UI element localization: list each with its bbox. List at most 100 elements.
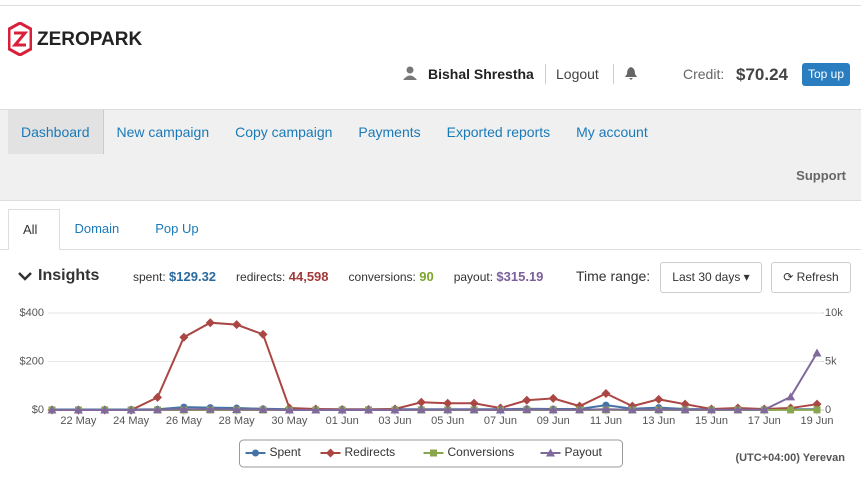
stat-value: 44,598 bbox=[288, 269, 329, 284]
point bbox=[469, 405, 479, 414]
point bbox=[548, 405, 558, 414]
point bbox=[443, 405, 453, 414]
point bbox=[252, 449, 259, 457]
point bbox=[126, 405, 136, 414]
x-tick-label: 09 Jun bbox=[537, 415, 570, 427]
point bbox=[680, 399, 690, 409]
nav-item[interactable]: Copy campaign bbox=[235, 124, 333, 140]
point bbox=[205, 404, 215, 413]
chart: $0 $200 $400 0 5k 10k 22 May 24 May 26 May 28 May… bbox=[20, 307, 843, 468]
point bbox=[390, 405, 400, 414]
logout-link[interactable]: Logout bbox=[556, 66, 599, 82]
point bbox=[284, 405, 294, 414]
x-tick-label: 26 May bbox=[166, 415, 203, 427]
point bbox=[443, 398, 453, 408]
point bbox=[205, 318, 215, 328]
y2-tick-label: 5k bbox=[825, 355, 837, 367]
legend-label: Spent bbox=[270, 445, 302, 459]
y2-tick-label: 0 bbox=[825, 404, 831, 416]
point bbox=[153, 392, 163, 402]
time-range-dropdown[interactable]: Last 30 days ▾ bbox=[660, 262, 762, 293]
x-tick-label: 28 May bbox=[219, 415, 256, 427]
point bbox=[495, 405, 505, 414]
point bbox=[759, 405, 769, 414]
y-tick-label: $400 bbox=[20, 307, 44, 319]
point bbox=[706, 405, 716, 414]
point bbox=[654, 394, 664, 404]
time-range-value: Last 30 days bbox=[672, 270, 741, 284]
point bbox=[469, 398, 479, 408]
stats: spent: $129.32 redirects: 44,598 conversio… bbox=[133, 269, 543, 284]
nav-item[interactable]: Payments bbox=[358, 124, 421, 140]
tab[interactable]: All bbox=[8, 209, 61, 250]
point bbox=[311, 405, 321, 414]
refresh-button[interactable]: ⟳ Refresh bbox=[771, 262, 851, 293]
separator bbox=[613, 64, 614, 84]
y2-tick-label: 10k bbox=[825, 307, 843, 319]
main-nav: Dashboard New campaign Copy campaign Paymen… bbox=[8, 110, 661, 154]
stat-value: 90 bbox=[419, 269, 434, 284]
insights-title: Insights bbox=[38, 267, 100, 284]
nav-item[interactable]: Exported reports bbox=[446, 124, 551, 140]
point bbox=[786, 392, 796, 401]
point bbox=[100, 405, 110, 414]
point bbox=[813, 406, 821, 414]
y-tick-label: $0 bbox=[32, 404, 44, 416]
point bbox=[522, 395, 532, 405]
stat: conversions: 90 bbox=[349, 269, 434, 284]
tabs: All Domain Pop Up bbox=[8, 209, 221, 250]
point bbox=[812, 348, 822, 357]
point bbox=[47, 405, 57, 414]
stat-label: conversions: bbox=[348, 270, 416, 284]
legend-label: Conversions bbox=[448, 445, 515, 459]
point bbox=[733, 405, 743, 414]
x-tick-label: 11 Jun bbox=[590, 415, 622, 427]
point bbox=[601, 389, 611, 399]
nav-bar bbox=[0, 109, 861, 201]
point bbox=[232, 405, 242, 414]
x-tick-label: 01 Jun bbox=[326, 415, 359, 427]
point bbox=[364, 405, 374, 414]
point bbox=[73, 405, 83, 414]
collapse-icon[interactable] bbox=[18, 271, 32, 281]
stat-value: $315.19 bbox=[496, 269, 544, 284]
stat-label: payout: bbox=[453, 270, 494, 284]
support-link[interactable]: Support bbox=[796, 168, 846, 183]
x-tick-label: 05 Jun bbox=[431, 415, 464, 427]
tab[interactable]: Domain bbox=[74, 221, 120, 236]
tabs-border bbox=[0, 249, 861, 250]
x-tick-label: 17 Jun bbox=[748, 415, 781, 427]
legend[interactable]: Spent Redirects Conversions Payout bbox=[239, 439, 623, 468]
nav-item[interactable]: New campaign bbox=[116, 124, 210, 140]
stat: payout: $315.19 bbox=[454, 269, 544, 284]
bell-icon[interactable] bbox=[625, 66, 637, 80]
stat-label: redirects: bbox=[236, 270, 286, 284]
nav-item[interactable]: My account bbox=[576, 124, 648, 140]
point bbox=[179, 332, 189, 342]
point bbox=[548, 393, 558, 403]
point bbox=[601, 404, 611, 413]
point bbox=[787, 406, 795, 414]
point bbox=[258, 405, 268, 414]
tab[interactable]: Pop Up bbox=[155, 221, 199, 236]
point bbox=[416, 397, 426, 407]
credit-amount: $70.24 bbox=[736, 65, 788, 84]
point bbox=[416, 405, 426, 414]
series-line bbox=[52, 321, 818, 411]
top-border bbox=[0, 5, 861, 6]
nav-item[interactable]: Dashboard bbox=[8, 110, 104, 154]
point bbox=[258, 329, 268, 339]
x-tick-label: 15 Jun bbox=[695, 415, 728, 427]
stat: redirects: 44,598 bbox=[236, 269, 328, 284]
point bbox=[337, 405, 347, 414]
point bbox=[546, 448, 555, 457]
point bbox=[430, 449, 437, 457]
x-tick-label: 03 Jun bbox=[378, 415, 411, 427]
logo-text: ZEROPARK bbox=[37, 29, 143, 50]
refresh-label: Refresh bbox=[796, 270, 839, 284]
stat-label: spent: bbox=[133, 270, 166, 284]
top-up-button[interactable]: Top up bbox=[802, 63, 850, 86]
point bbox=[326, 448, 335, 458]
user-name[interactable]: Bishal Shrestha bbox=[428, 66, 534, 82]
